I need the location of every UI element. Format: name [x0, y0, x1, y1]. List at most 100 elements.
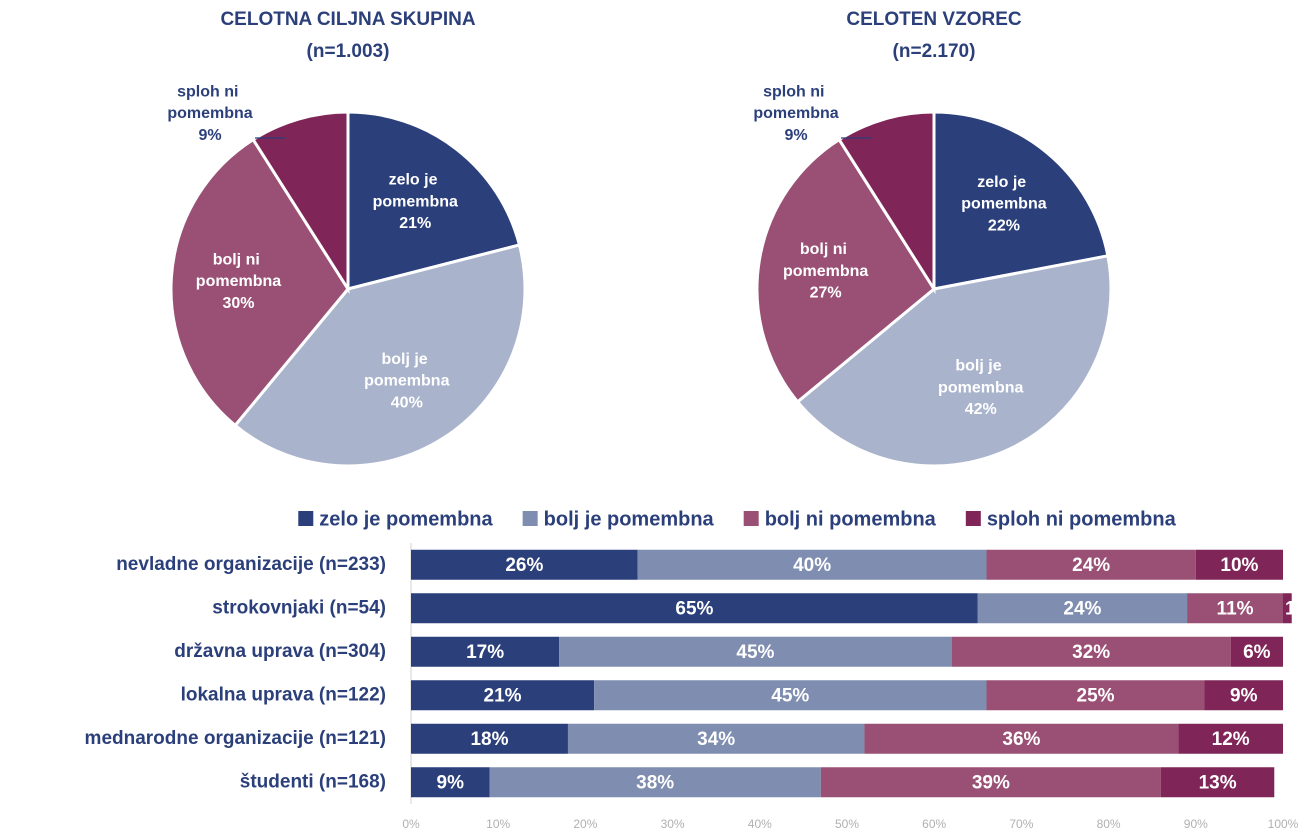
- data-label: 12%: [1212, 729, 1250, 750]
- pie-subtitle: (n=1.003): [307, 41, 390, 62]
- data-label: 24%: [1072, 555, 1110, 576]
- x-tick-label: 40%: [748, 817, 772, 831]
- pie-label-text: bolj ni pomembna: [196, 252, 281, 291]
- bar-segment: [1283, 593, 1292, 624]
- pie-slice: [169, 137, 350, 428]
- data-label: 1%: [1285, 598, 1304, 619]
- bar-segment: [559, 636, 952, 667]
- data-label: 18%: [470, 729, 508, 750]
- pie-label: zelo je pomembna 21%: [373, 172, 458, 232]
- bar-segment: [1204, 680, 1283, 711]
- legend-label: bolj ni pomembna: [765, 508, 937, 530]
- pie-label-text: zelo je pomembna: [373, 172, 458, 211]
- x-tick-label: 30%: [661, 817, 685, 831]
- legend-label: sploh ni pomembna: [987, 508, 1177, 530]
- pie-label: bolj je pomembna 42%: [938, 358, 1023, 418]
- y-tick-label: lokalna uprava (n=122): [181, 684, 386, 705]
- bar-segment: [986, 549, 1196, 580]
- pie-label-text: 9%: [198, 127, 221, 144]
- pie-label-text: bolj ni pomembna: [783, 241, 868, 280]
- pie-label: sploh ni pomembna 9%: [753, 84, 838, 144]
- pie-label: bolj je pomembna 40%: [364, 351, 449, 411]
- x-tick-label: 60%: [922, 817, 946, 831]
- pie-slice: [932, 110, 1110, 291]
- data-label: 21%: [484, 685, 522, 706]
- legend-swatch: [965, 511, 981, 526]
- data-label: 9%: [1230, 685, 1258, 706]
- bar-segment: [1230, 636, 1283, 667]
- pie-label-text: bolj je pomembna: [364, 351, 449, 390]
- bar-segment: [1160, 767, 1275, 798]
- y-tick-label: mednarodne organizacije (n=121): [85, 728, 386, 749]
- pie-label-text: 40%: [391, 394, 423, 411]
- legend-item: bolj je pomembna: [522, 508, 715, 530]
- data-label: 40%: [793, 555, 831, 576]
- pie-title: CELOTNA CILJNA SKUPINA: [220, 9, 475, 30]
- data-label: 9%: [437, 772, 465, 793]
- x-tick-label: 80%: [1097, 817, 1121, 831]
- x-tick-label: 0%: [402, 817, 420, 831]
- data-label: 25%: [1077, 685, 1115, 706]
- data-label: 10%: [1220, 555, 1258, 576]
- pie-label: sploh ni pomembna 9%: [167, 84, 252, 144]
- bar-segment: [411, 767, 490, 798]
- data-label: 13%: [1199, 772, 1237, 793]
- pie-label-text: 22%: [988, 217, 1020, 234]
- pie-label-text: 21%: [399, 215, 431, 232]
- x-tick-label: 70%: [1009, 817, 1033, 831]
- y-tick-label: nevladne organizacije (n=233): [116, 554, 386, 575]
- legend-item: bolj ni pomembna: [743, 508, 937, 530]
- bar-segment: [594, 680, 987, 711]
- bar-segment: [951, 636, 1231, 667]
- pie-label-text: 9%: [784, 127, 807, 144]
- pie-slice: [755, 137, 936, 404]
- pie-subtitle: (n=2.170): [893, 41, 976, 62]
- pie-slice: [795, 254, 1113, 468]
- legend-swatch: [298, 511, 314, 526]
- bar-segment: [411, 549, 638, 580]
- bar-segment: [820, 767, 1161, 798]
- data-label: 24%: [1063, 598, 1101, 619]
- data-label: 6%: [1243, 642, 1271, 663]
- pie-label-text: 27%: [810, 285, 842, 302]
- pie-label-text: sploh ni pomembna: [753, 84, 838, 123]
- pie-label: bolj ni pomembna 27%: [783, 241, 868, 301]
- bar-segment: [411, 723, 568, 754]
- data-label: 11%: [1217, 598, 1254, 619]
- pie-title: CELOTEN VZOREC: [846, 9, 1022, 30]
- data-label: 65%: [675, 598, 713, 619]
- bar-segment: [986, 680, 1205, 711]
- y-tick-label: strokovnjaki (n=54): [212, 597, 386, 618]
- legend-swatch: [743, 511, 759, 526]
- bar-segment: [864, 723, 1179, 754]
- y-tick-label: študenti (n=168): [240, 771, 386, 792]
- data-label: 36%: [1002, 729, 1040, 750]
- bar-segment: [411, 636, 560, 667]
- legend-label: zelo je pomembna: [319, 508, 493, 530]
- x-tick-label: 90%: [1184, 817, 1208, 831]
- legend-label: bolj je pomembna: [544, 508, 715, 530]
- data-label: 32%: [1072, 642, 1110, 663]
- pie-label: bolj ni pomembna 30%: [196, 252, 281, 312]
- legend-swatch: [522, 511, 538, 526]
- bar-segment: [977, 593, 1188, 624]
- data-label: 34%: [697, 729, 735, 750]
- pie-slice: [233, 243, 527, 468]
- x-tick-label: 10%: [486, 817, 510, 831]
- data-label: 26%: [505, 555, 543, 576]
- x-tick-label: 50%: [835, 817, 859, 831]
- legend-item: sploh ni pomembna: [965, 508, 1177, 530]
- data-label: 45%: [736, 642, 774, 663]
- pie-label-text: 30%: [222, 295, 254, 312]
- pie-label-text: zelo je pomembna: [961, 174, 1046, 213]
- data-label: 45%: [771, 685, 809, 706]
- data-label: 39%: [972, 772, 1010, 793]
- bar-segment: [411, 593, 978, 624]
- pie-label-text: bolj je pomembna: [938, 358, 1023, 397]
- data-label: 17%: [466, 642, 504, 663]
- x-tick-label: 20%: [573, 817, 597, 831]
- bar-segment: [637, 549, 987, 580]
- bar-segment: [489, 767, 821, 798]
- pie-label-text: 42%: [965, 401, 997, 418]
